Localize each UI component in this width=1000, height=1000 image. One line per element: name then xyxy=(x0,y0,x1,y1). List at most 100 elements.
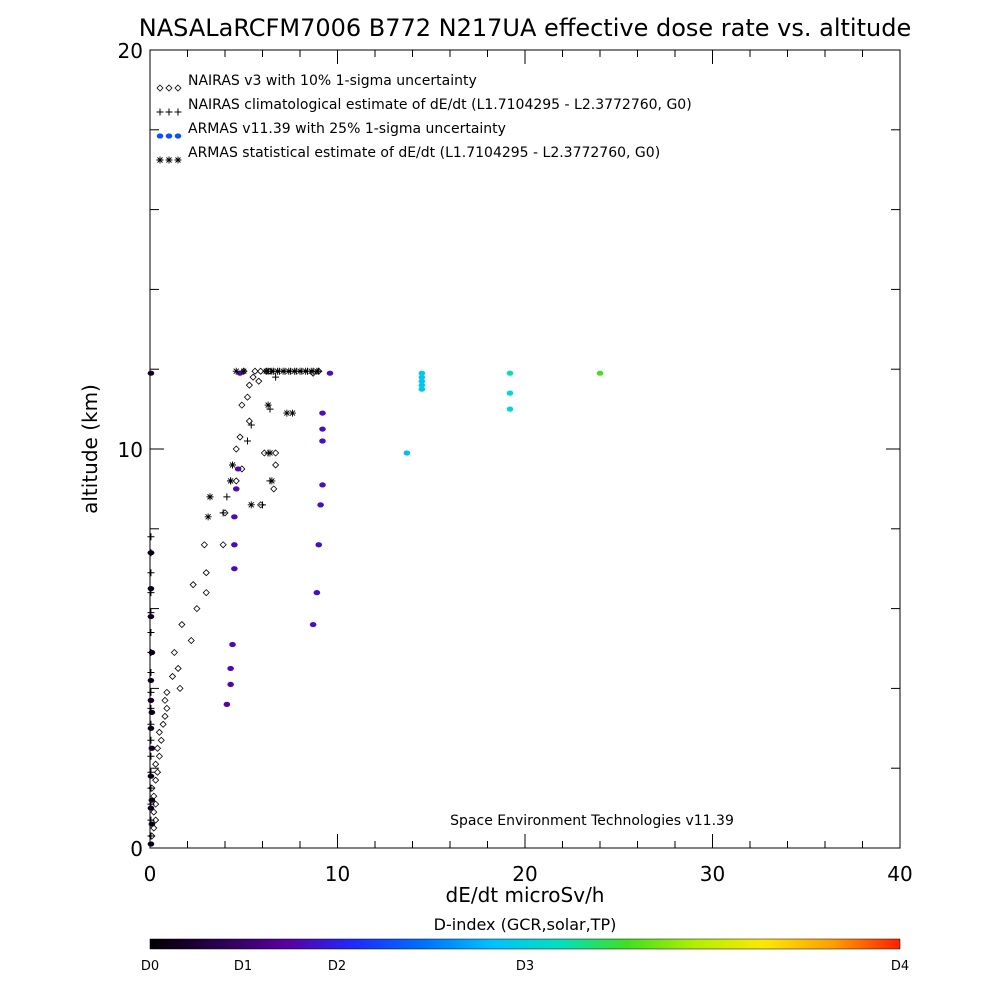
x-tick-label: 40 xyxy=(887,862,912,886)
series-1-point xyxy=(161,712,169,720)
legend-label-1: NAIRAS v3 with 10% 1-sigma uncertainty xyxy=(188,73,477,89)
series-4-point xyxy=(283,409,291,417)
series-1-point xyxy=(176,684,184,692)
series-2-point xyxy=(147,668,155,676)
series-3-point xyxy=(315,542,323,548)
series-3-point xyxy=(227,665,234,672)
legend-label-2: NAIRAS climatological estimate of dE/dt … xyxy=(188,97,692,113)
series-3-point xyxy=(147,773,155,779)
series-4-point xyxy=(247,501,255,509)
series-4-point xyxy=(268,367,276,375)
series-4-point xyxy=(264,401,272,409)
series-4-point xyxy=(290,367,298,375)
legend-symbol-1 xyxy=(165,84,173,92)
series-3-point xyxy=(148,745,156,751)
series-3-point xyxy=(313,590,321,596)
series-4-point xyxy=(240,367,248,375)
series-3-point xyxy=(148,709,156,715)
colorbar-label: D4 xyxy=(891,959,909,974)
series-4-point xyxy=(204,513,212,521)
x-tick-label: 30 xyxy=(700,862,725,886)
data-markers xyxy=(147,367,604,847)
legend-symbol-3 xyxy=(174,133,182,139)
series-1-point xyxy=(163,688,171,696)
series-1-point xyxy=(170,648,178,657)
chart-title: NASALaRCFM7006 B772 N217UA effective dos… xyxy=(139,14,911,42)
legend: NAIRAS v3 with 10% 1-sigma uncertainty NA… xyxy=(156,73,692,164)
legend-symbol-3 xyxy=(156,133,164,139)
series-3-point xyxy=(148,797,156,803)
series-2-point xyxy=(147,752,155,760)
series-3-point xyxy=(418,370,426,376)
series-3-point xyxy=(596,370,604,376)
series-1-point xyxy=(187,636,195,645)
y-axis-label: altitude (km) xyxy=(78,384,102,514)
series-3-point xyxy=(418,386,426,392)
series-4-point xyxy=(289,409,296,417)
legend-symbol-4 xyxy=(174,156,182,164)
series-2-point xyxy=(147,688,155,696)
legend-symbol-4 xyxy=(156,156,164,164)
series-3-point xyxy=(326,370,334,376)
series-3-point xyxy=(309,621,317,628)
series-3-point xyxy=(319,482,326,488)
series-3-point xyxy=(227,681,234,688)
series-3-point xyxy=(147,697,155,703)
y-tick-label: 20 xyxy=(118,39,143,63)
series-4-point xyxy=(268,477,276,485)
legend-symbol-1 xyxy=(156,84,164,92)
colorbar-labels: D0 D1 D2 D3 D4 xyxy=(141,959,909,974)
series-4-point xyxy=(279,367,287,375)
series-1-point xyxy=(152,760,160,768)
series-2-point xyxy=(147,736,155,744)
series-2-point xyxy=(147,569,155,577)
series-1-point xyxy=(157,736,165,744)
legend-symbol-4 xyxy=(165,156,173,164)
series-1-point xyxy=(148,832,156,840)
series-3-point xyxy=(403,450,411,456)
x-axis-label: dE/dt microSv/h xyxy=(446,883,605,907)
series-2-point xyxy=(147,832,155,840)
series-1-point xyxy=(243,393,252,401)
series-3-point xyxy=(231,514,238,520)
series-3-point xyxy=(147,550,155,556)
series-1-point xyxy=(148,784,156,792)
series-3-point xyxy=(147,613,155,620)
series-3-point xyxy=(317,502,324,508)
series-4-point xyxy=(274,367,281,375)
credit-annotation: Space Environment Technologies v11.39 xyxy=(450,813,734,829)
series-3-point xyxy=(319,438,326,444)
series-1-point xyxy=(232,477,240,485)
series-1-point xyxy=(200,541,208,549)
series-1-point xyxy=(150,824,158,832)
series-3-point xyxy=(506,390,514,396)
series-1-point xyxy=(152,800,160,808)
series-3-point xyxy=(229,641,236,648)
series-1-point xyxy=(159,720,167,728)
series-1-point xyxy=(178,620,186,629)
colorbar xyxy=(149,938,901,950)
series-3-point xyxy=(418,378,426,384)
series-1-point xyxy=(236,433,244,441)
series-1-point xyxy=(249,373,257,381)
series-3-point xyxy=(223,701,231,707)
series-4-point xyxy=(262,367,270,375)
legend-symbol-2 xyxy=(156,108,164,116)
series-1-point xyxy=(174,664,182,673)
series-4-point xyxy=(285,367,293,375)
series-3-point xyxy=(418,374,426,380)
series-1-point xyxy=(219,541,227,549)
series-1-point xyxy=(189,581,197,589)
series-1-point xyxy=(238,401,246,409)
series-3-point xyxy=(231,542,238,548)
series-1-point xyxy=(251,367,259,375)
x-tick-label: 0 xyxy=(144,862,157,886)
x-tick-label: 10 xyxy=(325,862,350,886)
series-1-point xyxy=(272,461,280,469)
series-3-point xyxy=(319,426,326,432)
series-2-point xyxy=(223,493,231,501)
series-3-point xyxy=(506,370,514,376)
legend-symbol-3 xyxy=(165,133,173,139)
series-1-point xyxy=(257,367,265,375)
